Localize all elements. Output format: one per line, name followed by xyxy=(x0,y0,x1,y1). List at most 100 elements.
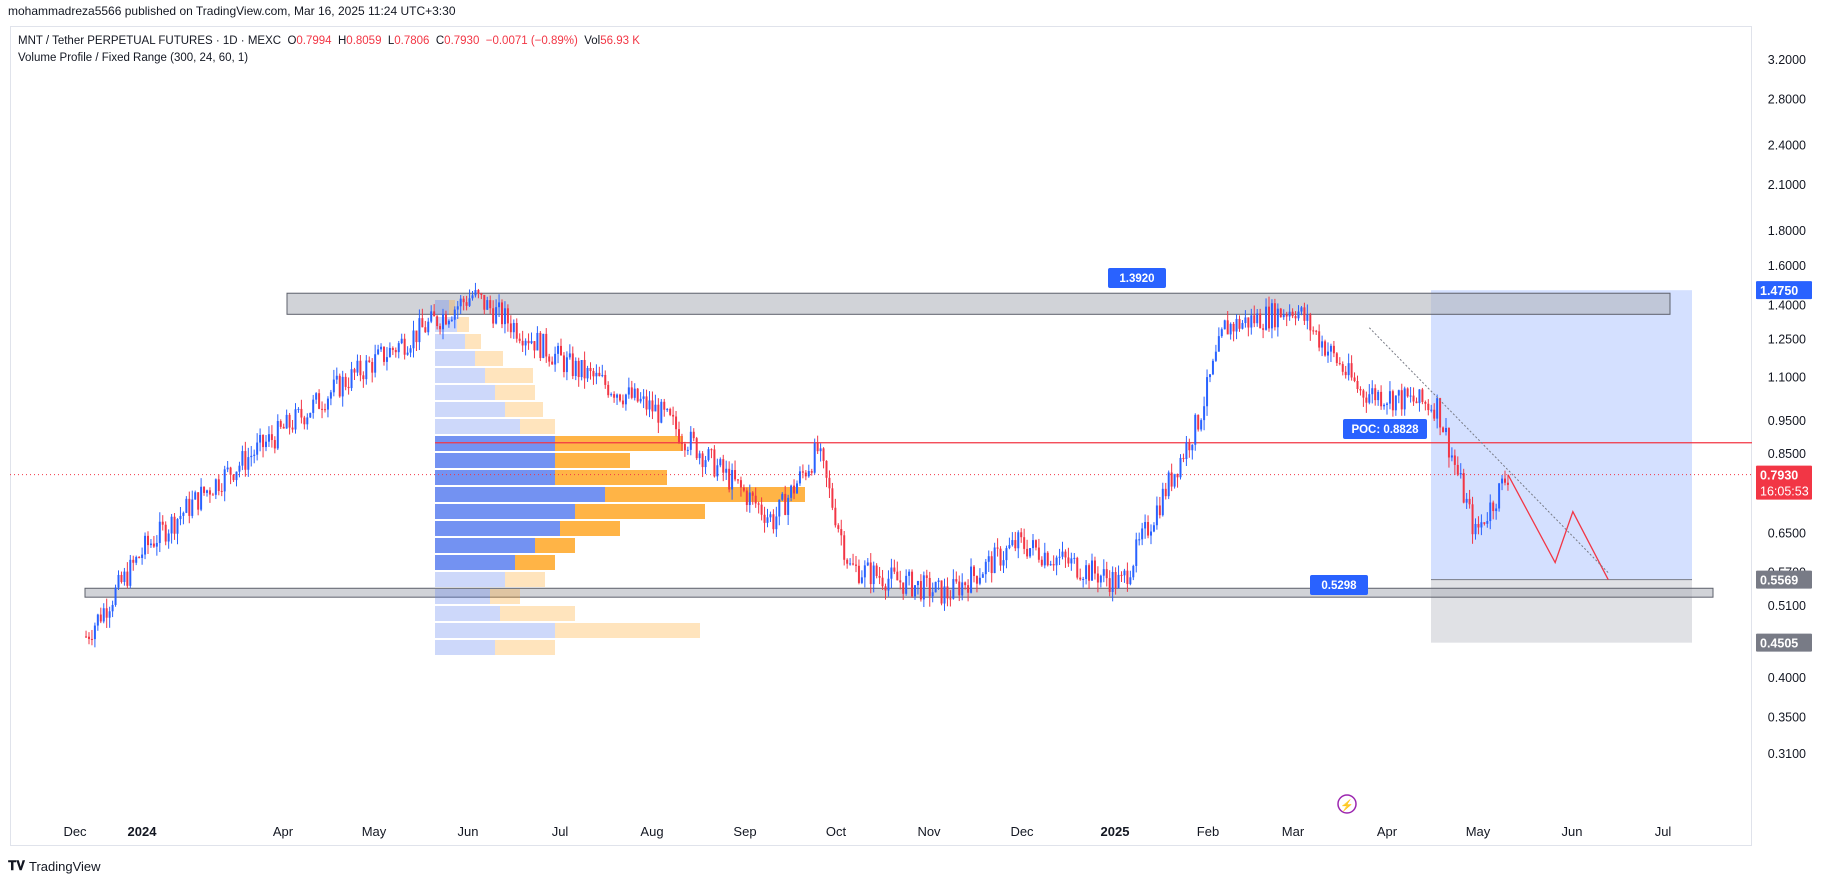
candle-body xyxy=(238,465,241,472)
candle-body xyxy=(1309,314,1312,331)
candle-body xyxy=(843,535,846,560)
candle-body xyxy=(152,543,155,547)
candle-body xyxy=(707,449,710,461)
candle-body xyxy=(1214,351,1217,361)
candle-body xyxy=(1096,573,1099,583)
candle-body xyxy=(1082,579,1085,581)
candle-body xyxy=(1123,570,1126,576)
high-annotation-box[interactable] xyxy=(1108,268,1166,288)
candle-body xyxy=(391,347,394,350)
candle-body xyxy=(675,416,678,430)
candle-body xyxy=(380,346,383,350)
candle-body xyxy=(1474,523,1477,535)
candle-body xyxy=(324,409,326,411)
lightning-icon[interactable] xyxy=(1337,794,1357,814)
candle-body xyxy=(863,565,866,578)
candle-body xyxy=(1344,371,1347,376)
candle-body xyxy=(1427,403,1430,411)
candle-body xyxy=(1332,345,1335,354)
candle-body xyxy=(542,333,545,358)
candle-body xyxy=(1176,473,1179,478)
candle-body xyxy=(1312,330,1315,332)
candle-body xyxy=(657,404,660,423)
candle-body xyxy=(666,409,669,411)
candle-body xyxy=(1459,473,1462,475)
symbol-title[interactable]: MNT / Tether PERPETUAL FUTURES · 1D · ME… xyxy=(18,35,282,47)
volume-profile-bar xyxy=(435,351,475,366)
candle-body xyxy=(713,449,716,477)
candle-body xyxy=(551,361,554,365)
candle-body xyxy=(126,571,129,586)
candle-body xyxy=(1238,318,1241,329)
indicator-label[interactable]: Volume Profile / Fixed Range (300, 24, 6… xyxy=(18,52,249,64)
candle-body xyxy=(686,449,689,451)
x-axis-tick-label: Feb xyxy=(1197,824,1219,839)
candle-body xyxy=(521,340,524,346)
candle-body xyxy=(1506,482,1509,485)
projection-path[interactable] xyxy=(1507,474,1609,580)
candle-body xyxy=(742,487,745,491)
volume-profile-bar xyxy=(435,419,520,434)
candle-body xyxy=(1167,472,1170,497)
candle-body xyxy=(554,353,557,365)
candle-body xyxy=(273,440,276,449)
candle-body xyxy=(424,327,427,333)
target-zone[interactable] xyxy=(1431,290,1692,580)
trendline[interactable] xyxy=(1368,327,1609,574)
change-value: −0.0071 (−0.89%) xyxy=(485,35,578,47)
candle-body xyxy=(188,498,191,516)
candle-body xyxy=(810,471,813,473)
candle-body xyxy=(804,472,807,477)
candle-body xyxy=(1211,360,1214,375)
candle-body xyxy=(1462,473,1465,503)
candle-body xyxy=(660,401,663,423)
close-label: C xyxy=(435,35,445,47)
candle-body xyxy=(1498,483,1501,509)
candle-body xyxy=(961,582,964,596)
resistance-zone[interactable] xyxy=(286,292,1671,315)
candle-body xyxy=(1073,557,1076,559)
candle-body xyxy=(943,586,946,604)
candle-body xyxy=(235,471,238,481)
lightning-glyph: ⚡ xyxy=(1340,799,1354,812)
candle-body xyxy=(975,576,978,584)
y-axis-tick-label: 0.9500 xyxy=(1768,414,1806,428)
candle-body xyxy=(335,375,338,380)
candle-body xyxy=(1273,303,1276,328)
candle-body xyxy=(439,326,442,330)
candle-body xyxy=(1480,522,1483,528)
y-axis-tick-label: 2.4000 xyxy=(1768,139,1806,153)
support-zone[interactable] xyxy=(84,587,1714,598)
y-axis-tick-label: 0.3100 xyxy=(1768,747,1806,761)
candle-body xyxy=(450,319,453,321)
candle-body xyxy=(796,483,798,494)
candle-body xyxy=(1359,389,1362,391)
poc-annotation-box[interactable] xyxy=(1343,419,1427,439)
candle-body xyxy=(185,498,188,513)
candle-body xyxy=(197,492,200,510)
published-by: mohammadreza5566 published on TradingVie… xyxy=(8,4,456,18)
candle-body xyxy=(1209,374,1211,378)
volume-profile-bar xyxy=(435,640,495,655)
candle-body xyxy=(952,579,955,599)
y-axis-tick-label: 1.4000 xyxy=(1768,299,1806,313)
candle-body xyxy=(1276,308,1279,328)
low-value: 0.7806 xyxy=(394,35,430,47)
low-annotation-box[interactable] xyxy=(1310,575,1368,595)
volume-profile-bar xyxy=(465,334,481,349)
candle-body xyxy=(1397,390,1400,396)
candle-body xyxy=(1244,317,1247,324)
candle-body xyxy=(444,314,447,325)
high-label: H xyxy=(337,35,347,47)
volume-profile-bar xyxy=(475,351,503,366)
candle-body xyxy=(506,308,509,324)
candle-body xyxy=(831,488,834,508)
candle-body xyxy=(987,556,990,562)
candle-body xyxy=(270,434,273,441)
candle-body xyxy=(1465,498,1468,503)
candle-body xyxy=(203,486,206,493)
candle-body xyxy=(1191,444,1194,451)
candle-body xyxy=(902,582,905,594)
volume-profile-bar xyxy=(435,436,555,451)
